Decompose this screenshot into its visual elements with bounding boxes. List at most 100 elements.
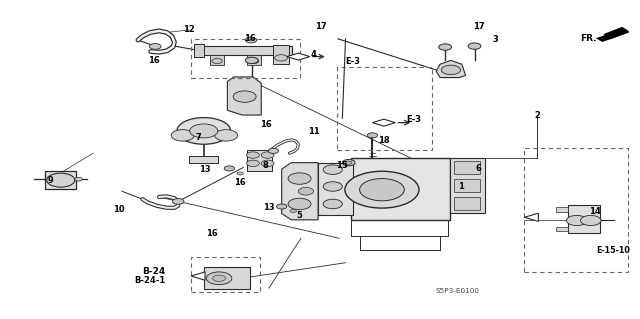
Polygon shape [227,77,261,115]
Bar [273,45,289,64]
Text: 6: 6 [476,164,481,173]
Text: 14: 14 [589,207,600,216]
Polygon shape [372,119,396,126]
Circle shape [237,172,243,175]
Circle shape [298,188,314,195]
Circle shape [173,198,184,204]
Text: 9: 9 [47,176,53,185]
Bar [351,158,450,220]
Bar [189,156,218,163]
Bar [204,268,250,289]
Text: E-3: E-3 [406,115,421,124]
Circle shape [150,44,161,49]
Polygon shape [191,272,205,280]
Circle shape [261,160,274,167]
Text: E-3: E-3 [346,57,360,66]
Bar [194,44,204,56]
Circle shape [346,161,352,164]
FancyArrow shape [604,28,628,39]
Circle shape [245,57,258,63]
Circle shape [442,65,461,75]
Text: 1: 1 [458,182,463,191]
Circle shape [189,124,218,138]
Circle shape [212,275,225,281]
Text: 4: 4 [310,49,317,59]
Circle shape [288,173,311,184]
Circle shape [288,198,311,210]
Polygon shape [436,60,466,78]
Bar [246,150,272,171]
Circle shape [580,215,601,226]
Text: 8: 8 [263,161,269,170]
Circle shape [245,37,257,43]
Bar [450,158,484,213]
Text: 10: 10 [113,205,125,214]
Circle shape [246,160,259,167]
Bar [524,148,628,272]
Circle shape [276,204,287,209]
Text: 16: 16 [244,34,255,43]
Circle shape [323,165,342,174]
Circle shape [75,177,83,181]
Circle shape [212,58,222,63]
Bar [454,179,479,192]
Bar [210,55,224,65]
Circle shape [345,171,419,208]
Polygon shape [282,163,318,220]
Circle shape [268,148,278,153]
Text: 7: 7 [196,133,202,142]
Circle shape [214,130,237,141]
Text: 11: 11 [308,127,319,136]
Circle shape [290,209,296,212]
Bar [197,46,292,55]
Bar [454,161,479,174]
Circle shape [224,166,234,171]
Circle shape [468,43,481,49]
Circle shape [275,55,287,61]
Text: S5P3-E0100: S5P3-E0100 [435,288,479,294]
Circle shape [172,130,194,141]
Bar [318,163,353,215]
Bar [556,207,568,212]
Text: 15: 15 [337,161,348,170]
Polygon shape [596,29,629,42]
Circle shape [323,182,342,191]
Bar [454,197,479,210]
Text: 5: 5 [296,211,303,220]
Text: 16: 16 [260,120,271,129]
Circle shape [439,44,452,50]
Text: 2: 2 [534,111,540,120]
Bar [191,257,260,292]
Circle shape [233,91,256,102]
Circle shape [246,152,259,158]
Text: 12: 12 [183,25,195,34]
Text: E-15-10: E-15-10 [596,246,630,255]
Polygon shape [287,53,310,60]
Bar [556,226,568,231]
Text: FR.: FR. [580,34,596,43]
Text: 16: 16 [234,178,246,187]
Text: 18: 18 [378,136,390,145]
Circle shape [566,215,587,226]
Bar [568,205,600,233]
Circle shape [177,118,230,144]
Circle shape [248,58,259,63]
Text: 13: 13 [263,203,275,212]
Text: 16: 16 [205,229,218,238]
Circle shape [206,272,232,285]
Circle shape [367,133,378,138]
Text: 3: 3 [493,35,499,44]
Text: B-24-1: B-24-1 [134,276,166,285]
Polygon shape [524,213,538,221]
Circle shape [360,179,404,201]
Text: 17: 17 [316,22,327,31]
Bar [191,40,300,78]
Circle shape [47,173,75,187]
Text: 16: 16 [148,56,160,65]
Bar [337,67,432,150]
Text: B-24: B-24 [142,267,166,276]
Bar [246,55,260,65]
Bar [45,171,76,189]
Circle shape [323,199,342,209]
Circle shape [261,152,274,158]
